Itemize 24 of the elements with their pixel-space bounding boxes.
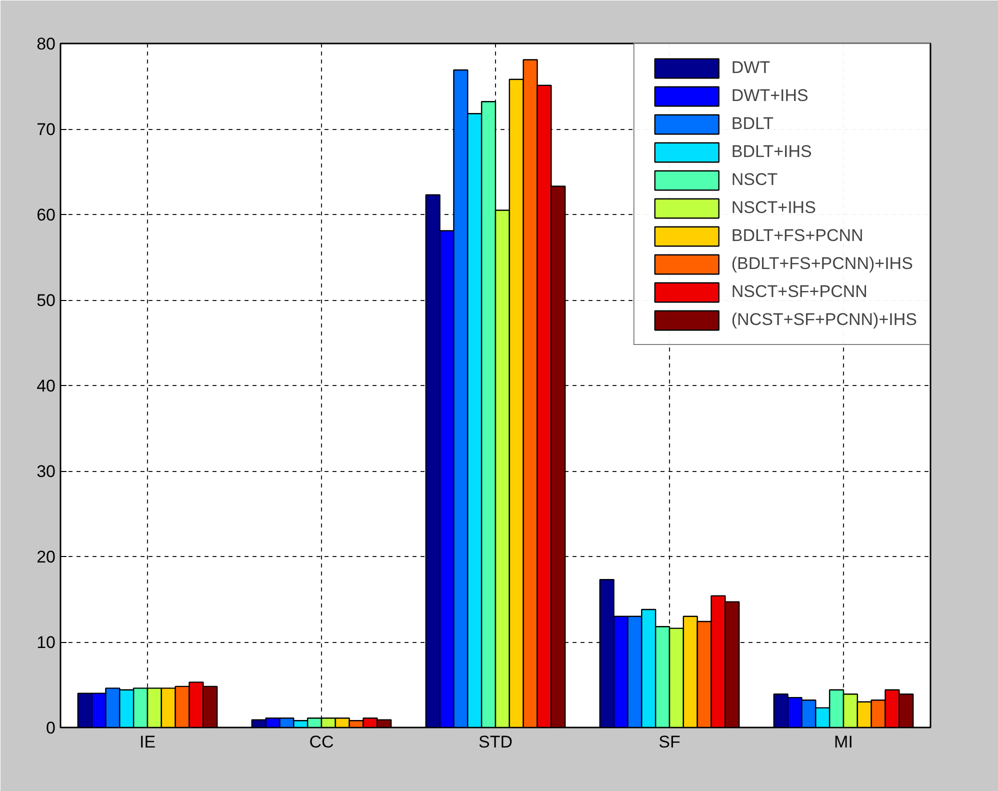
legend-label: DWT+IHS: [731, 86, 808, 106]
legend-label: (NCST+SF+PCNN)+IHS: [731, 310, 917, 330]
legend-label: NSCT: [731, 170, 778, 190]
y-tick-label: 30: [36, 462, 56, 481]
y-tick-label: 60: [36, 206, 56, 224]
y-tick-label: 20: [36, 548, 56, 566]
legend-label: NSCT+IHS: [731, 198, 816, 218]
legend-label: NSCT+SF+PCNN: [731, 282, 868, 302]
x-tick-label: IE: [139, 732, 156, 752]
y-tick-label: 80: [36, 34, 56, 54]
y-tick-label: 40: [36, 376, 56, 396]
legend-label: (BDLT+FS+PCNN)+IHS: [731, 254, 913, 274]
y-tick-label: 0: [46, 718, 56, 738]
y-tick-label: 50: [36, 291, 56, 310]
x-tick-label: MI: [834, 732, 853, 752]
x-tick-label: CC: [309, 732, 334, 752]
x-tick-label: STD: [478, 732, 512, 752]
legend-label: BDLT+IHS: [731, 142, 812, 162]
y-tick-label: 70: [36, 120, 56, 139]
y-tick-label: 10: [36, 633, 56, 652]
legend-label: BDLT: [731, 114, 774, 134]
x-tick-label: SF: [658, 732, 680, 752]
legend-label: DWT: [731, 58, 770, 78]
legend-label: BDLT+FS+PCNN: [731, 226, 864, 246]
